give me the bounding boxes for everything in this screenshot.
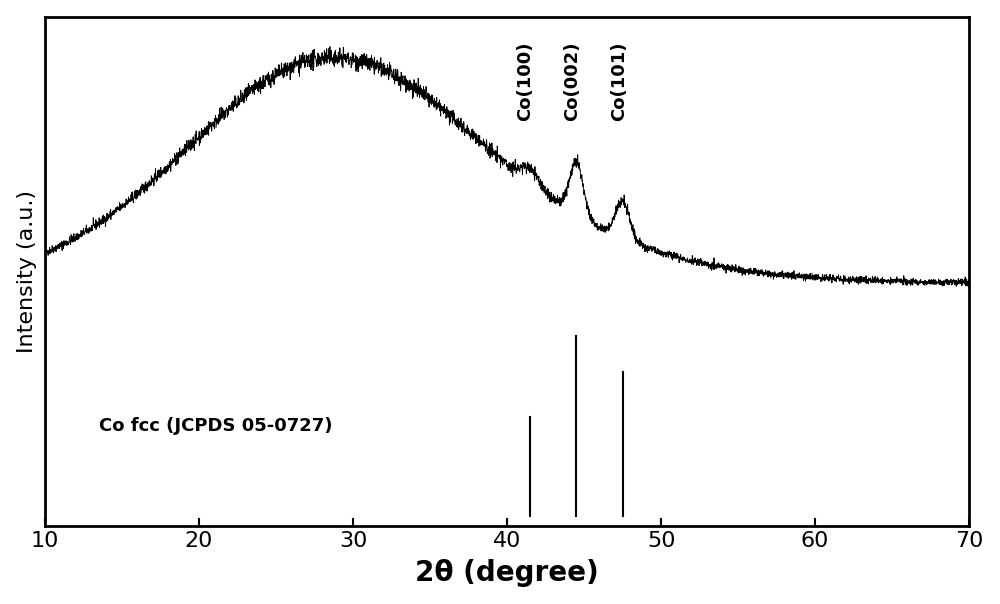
Text: Co(100): Co(100) [517, 42, 535, 121]
X-axis label: 2θ (degree): 2θ (degree) [415, 559, 599, 587]
Text: Co(101): Co(101) [611, 42, 629, 121]
Text: Co(002): Co(002) [563, 42, 581, 121]
Text: Co fcc (JCPDS 05-0727): Co fcc (JCPDS 05-0727) [99, 417, 332, 435]
Y-axis label: Intensity (a.u.): Intensity (a.u.) [17, 190, 37, 353]
